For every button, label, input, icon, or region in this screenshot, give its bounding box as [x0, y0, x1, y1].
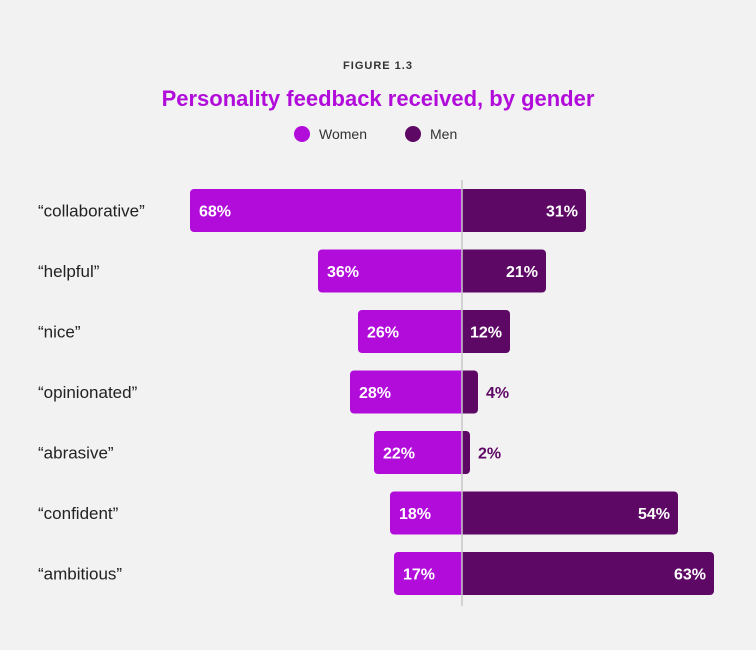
data-label-women: 18% [399, 506, 431, 523]
data-label-women: 22% [383, 446, 415, 463]
data-label-men: 2% [478, 446, 501, 463]
chart-title: Personality feedback received, by gender [162, 86, 595, 111]
bar-women [358, 310, 466, 353]
data-label-men: 54% [638, 506, 670, 523]
bar-men [458, 249, 546, 293]
bar-women-seam [458, 491, 462, 535]
chart-row: “abrasive” 22% 2% [38, 431, 501, 474]
data-label-men: 21% [506, 264, 538, 281]
data-label-men: 12% [470, 325, 502, 342]
bar-women [390, 491, 466, 535]
bar-women-seam [458, 189, 462, 232]
bar-women [318, 249, 466, 293]
chart-row: “nice” 26% 12% [38, 310, 510, 353]
chart-row: “ambitious” 17% 63% [38, 552, 714, 595]
legend-swatch-men [405, 126, 421, 142]
legend: Women Men [294, 126, 457, 142]
bar-women [374, 431, 466, 474]
figure-label: FIGURE 1.3 [343, 60, 413, 72]
bar-women-seam [458, 552, 462, 595]
data-label-women: 28% [359, 385, 391, 402]
data-label-women: 26% [367, 325, 399, 342]
bar-men [458, 491, 678, 535]
category-label: “abrasive” [38, 444, 114, 463]
bar-men [458, 310, 510, 353]
category-label: “collaborative” [38, 202, 145, 221]
category-label: “ambitious” [38, 565, 122, 584]
legend-label-men: Men [430, 126, 457, 142]
bar-men [458, 552, 714, 595]
bar-women-seam [458, 249, 462, 293]
data-label-women: 17% [403, 567, 435, 584]
bar-women [190, 189, 466, 232]
data-label-women: 36% [327, 264, 359, 281]
bar-women [350, 370, 466, 414]
bar-women-seam [458, 431, 462, 474]
category-label: “confident” [38, 504, 119, 523]
bar-women [394, 552, 466, 595]
legend-label-women: Women [319, 126, 367, 142]
bar-men [458, 189, 586, 232]
bar-women-seam [458, 370, 462, 414]
data-label-women: 68% [199, 204, 231, 221]
data-label-men: 63% [674, 567, 706, 584]
data-label-men: 31% [546, 204, 578, 221]
data-label-men: 4% [486, 385, 509, 402]
legend-swatch-women [294, 126, 310, 142]
chart-row: “confident” 18% 54% [38, 491, 678, 535]
chart-row: “helpful” 36% 21% [38, 249, 546, 293]
chart-row: “opinionated” 28% 4% [38, 370, 509, 414]
bar-men [458, 370, 478, 414]
chart-row: “collaborative” 68% 31% [38, 189, 586, 232]
bars-group: “collaborative” 68% 31% “helpful” 36% 21% “nic… [38, 189, 714, 595]
category-label: “opinionated” [38, 383, 138, 402]
category-label: “helpful” [38, 262, 100, 281]
category-label: “nice” [38, 323, 81, 342]
bar-women-seam [458, 310, 462, 353]
